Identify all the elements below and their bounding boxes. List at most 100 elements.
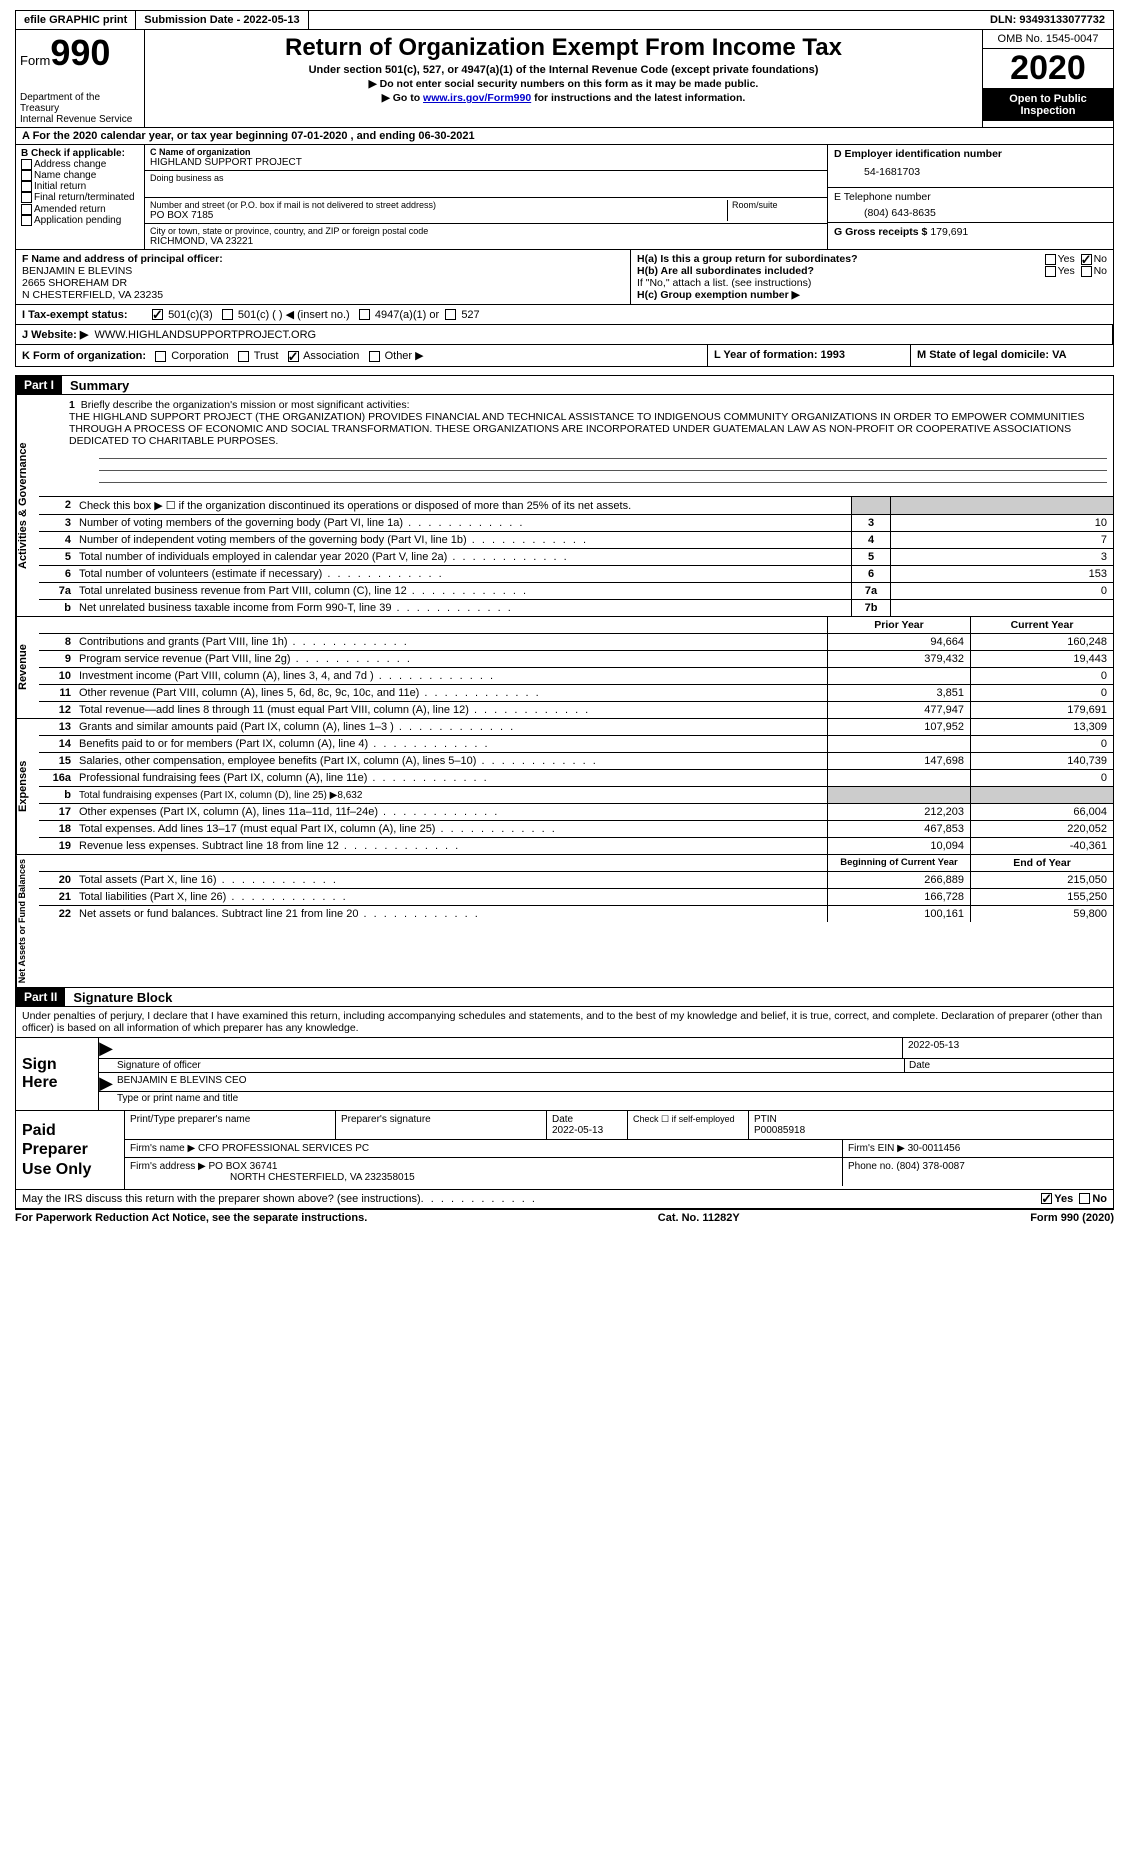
discuss-yes-check[interactable] <box>1041 1193 1052 1204</box>
org-name-label: C Name of organization <box>150 147 251 157</box>
signature-officer-label: Signature of officer <box>113 1059 905 1072</box>
preparer-date-val: 2022-05-13 <box>552 1125 603 1136</box>
discuss-no: No <box>1092 1193 1107 1205</box>
check-527[interactable] <box>445 309 456 320</box>
ha-row: H(a) Is this a group return for subordin… <box>637 253 1107 265</box>
ha-label: H(a) Is this a group return for subordin… <box>637 253 858 265</box>
state-domicile: M State of legal domicile: VA <box>917 349 1067 361</box>
header-left: Form990 Department of the Treasury Inter… <box>16 30 145 127</box>
check-pending[interactable]: Application pending <box>21 215 139 226</box>
sign-date-value: 2022-05-13 <box>903 1038 1113 1058</box>
city-value: RICHMOND, VA 23221 <box>150 236 822 247</box>
check-trust[interactable] <box>238 351 249 362</box>
rev-line: 8Contributions and grants (Part VIII, li… <box>39 634 1113 651</box>
net-line: 22Net assets or fund balances. Subtract … <box>39 906 1113 922</box>
paperwork-notice: For Paperwork Reduction Act Notice, see … <box>15 1212 367 1224</box>
ha-yes[interactable]: Yes <box>1058 253 1075 265</box>
website-label: J Website: ▶ <box>22 329 88 341</box>
firm-name-value: CFO PROFESSIONAL SERVICES PC <box>198 1143 369 1154</box>
check-assoc[interactable] <box>288 351 299 362</box>
col-right: D Employer identification number 54-1681… <box>827 145 1113 249</box>
row-k: K Form of organization: Corporation Trus… <box>15 345 1114 367</box>
self-employed-check[interactable]: Check ☐ if self-employed <box>628 1111 749 1139</box>
prior-year-hdr: Prior Year <box>827 617 970 633</box>
row-i-tax-status: I Tax-exempt status: 501(c)(3) 501(c) ( … <box>15 305 1114 325</box>
col-b-checkboxes: B Check if applicable: Address change Na… <box>16 145 145 249</box>
hb-note: If "No," attach a list. (see instruction… <box>637 277 1107 289</box>
exp-line: 15Salaries, other compensation, employee… <box>39 753 1113 770</box>
check-initial-label: Initial return <box>34 181 86 192</box>
preparer-sig-hdr: Preparer's signature <box>336 1111 547 1139</box>
year-formation: L Year of formation: 1993 <box>714 349 845 361</box>
ein-value: 54-1681703 <box>834 160 1107 184</box>
footer-year: (2020) <box>1079 1212 1114 1224</box>
mission-block: 1 1 Briefly describe the organization's … <box>39 395 1113 497</box>
discuss-no-check[interactable] <box>1079 1193 1090 1204</box>
part2-header: Part II Signature Block <box>15 988 1114 1007</box>
check-501c3[interactable] <box>152 309 163 320</box>
col-b-header: B Check if applicable: <box>21 148 139 159</box>
check-501c[interactable] <box>222 309 233 320</box>
officer-cell: F Name and address of principal officer:… <box>16 250 631 304</box>
firm-addr-value: PO BOX 36741 <box>209 1161 278 1172</box>
hb-label: H(b) Are all subordinates included? <box>637 265 814 277</box>
opt-trust: Trust <box>254 350 279 362</box>
gov-line: 7aTotal unrelated business revenue from … <box>39 583 1113 600</box>
tel-label: E Telephone number <box>834 191 1107 203</box>
preparer-name-hdr: Print/Type preparer's name <box>125 1111 336 1139</box>
check-amended-label: Amended return <box>34 204 106 215</box>
check-address[interactable]: Address change <box>21 159 139 170</box>
rev-line: 10Investment income (Part VIII, column (… <box>39 668 1113 685</box>
gov-line: 3Number of voting members of the governi… <box>39 515 1113 532</box>
top-bar: efile GRAPHIC print Submission Date - 20… <box>15 10 1114 30</box>
city-label: City or town, state or province, country… <box>150 226 822 236</box>
tax-status-label: I Tax-exempt status: <box>22 309 152 321</box>
note-link: ▶ Go to www.irs.gov/Form990 for instruct… <box>149 92 978 104</box>
hb-no[interactable]: No <box>1094 265 1107 277</box>
sign-date-label: Date <box>905 1059 1113 1072</box>
opt-corp: Corporation <box>171 350 228 362</box>
irs-link[interactable]: www.irs.gov/Form990 <box>423 92 531 104</box>
check-other[interactable] <box>369 351 380 362</box>
signature-declaration: Under penalties of perjury, I declare th… <box>15 1007 1114 1038</box>
form-num: 990 <box>50 32 110 73</box>
check-4947[interactable] <box>359 309 370 320</box>
ha-no[interactable]: No <box>1094 253 1107 265</box>
check-final[interactable]: Final return/terminated <box>21 192 139 203</box>
note-instructions: for instructions and the latest informat… <box>531 92 745 104</box>
omb-number: OMB No. 1545-0047 <box>983 30 1113 49</box>
check-name[interactable]: Name change <box>21 170 139 181</box>
hb-yes[interactable]: Yes <box>1058 265 1075 277</box>
rev-line: 9Program service revenue (Part VIII, lin… <box>39 651 1113 668</box>
header: Form990 Department of the Treasury Inter… <box>15 30 1114 128</box>
check-pending-label: Application pending <box>34 215 121 226</box>
submission-date: Submission Date - 2022-05-13 <box>136 11 308 29</box>
tel-cell: E Telephone number (804) 643-8635 <box>828 188 1113 223</box>
h-section: H(a) Is this a group return for subordin… <box>631 250 1113 304</box>
footer-form: Form <box>1030 1212 1061 1224</box>
discuss-question: May the IRS discuss this return with the… <box>22 1193 421 1205</box>
form-subtitle: Under section 501(c), 527, or 4947(a)(1)… <box>149 64 978 76</box>
gov-line: 5Total number of individuals employed in… <box>39 549 1113 566</box>
section-netassets: Net Assets or Fund Balances Beginning of… <box>15 855 1114 988</box>
col-c: C Name of organization HIGHLAND SUPPORT … <box>145 145 827 249</box>
gov-line: 2Check this box ▶ ☐ if the organization … <box>39 497 1113 515</box>
check-corp[interactable] <box>155 351 166 362</box>
header-center: Return of Organization Exempt From Incom… <box>145 30 983 127</box>
form-title: Return of Organization Exempt From Incom… <box>149 34 978 62</box>
check-amended[interactable]: Amended return <box>21 204 139 215</box>
footer: For Paperwork Reduction Act Notice, see … <box>15 1209 1114 1224</box>
net-header: Beginning of Current Year End of Year <box>39 855 1113 872</box>
row-j-website: J Website: ▶ WWW.HIGHLANDSUPPORTPROJECT.… <box>15 325 1114 345</box>
row-f: F Name and address of principal officer:… <box>15 250 1114 305</box>
part1-label: Part I <box>16 376 62 394</box>
exp-line: 19Revenue less expenses. Subtract line 1… <box>39 838 1113 854</box>
ptin-label: PTIN <box>754 1114 777 1125</box>
officer-printed-name: BENJAMIN E BLEVINS CEO <box>113 1073 1113 1091</box>
form-org-label: K Form of organization: <box>22 350 146 362</box>
form-number: Form990 <box>20 32 140 74</box>
check-initial[interactable]: Initial return <box>21 181 139 192</box>
arrow-icon: ▶ <box>99 1038 113 1058</box>
discuss-row: May the IRS discuss this return with the… <box>15 1190 1114 1209</box>
dba-label: Doing business as <box>150 173 822 183</box>
